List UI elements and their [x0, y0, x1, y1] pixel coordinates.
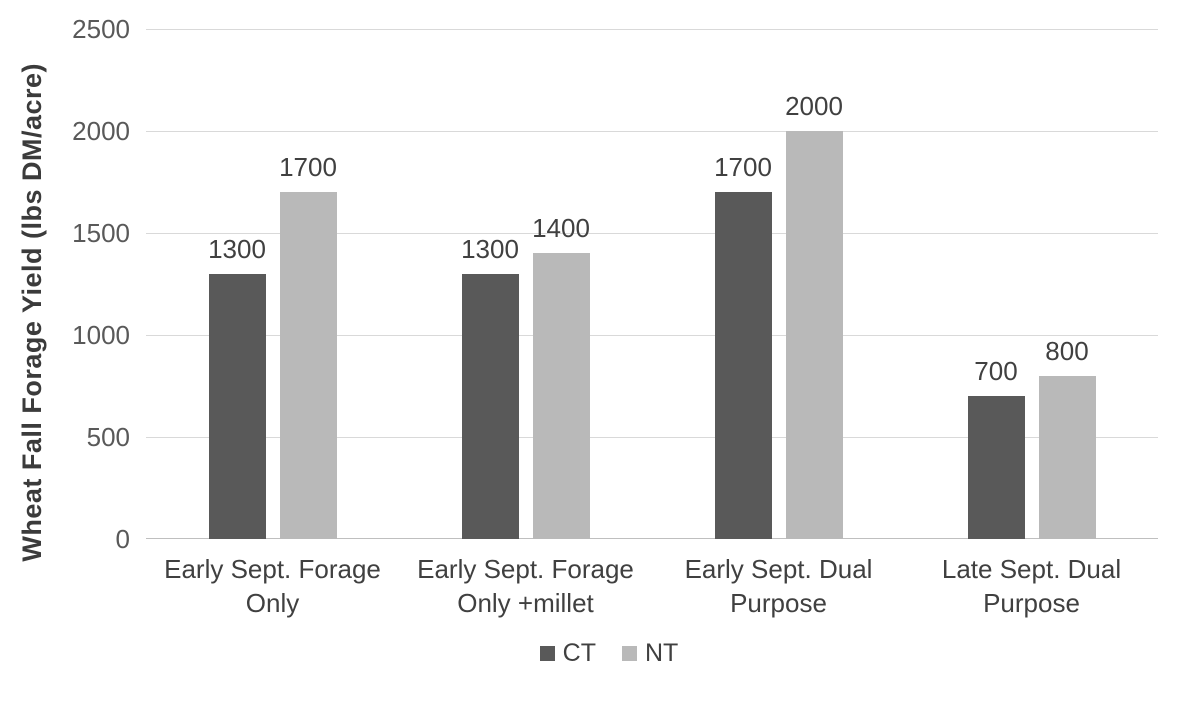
- gridline: [146, 29, 1158, 30]
- bar: 700: [967, 356, 1025, 539]
- category-label: Early Sept. Dual Purpose: [684, 554, 873, 618]
- y-tick-label: 1500: [72, 218, 130, 248]
- bar-group-4: 700 800: [905, 29, 1158, 539]
- legend-swatch-nt: [622, 645, 637, 661]
- gridline: [146, 437, 1158, 438]
- legend-label: CT: [562, 638, 596, 667]
- gridline: [146, 233, 1158, 234]
- bar-nt-group-4: 800: [1038, 29, 1096, 539]
- bar: 1400: [532, 213, 590, 539]
- legend-swatch-ct: [539, 645, 555, 661]
- bar-group-3: 1700 2000: [652, 29, 905, 539]
- bar-ct-group-2: 1300: [461, 29, 519, 539]
- data-label: 2000: [785, 91, 843, 121]
- chart-main-area: 0 500 1000 1500 2000 2500 1300 1700 1300 1400 170…: [54, 14, 1164, 720]
- x-axis-line: [146, 538, 1158, 539]
- bar: 2000: [785, 91, 843, 539]
- bar-ct-group-3: 1700: [714, 29, 772, 539]
- y-tick-label: 0: [115, 524, 130, 554]
- y-tick-label: 2000: [72, 116, 130, 146]
- bar: 1700: [714, 152, 772, 539]
- y-axis-tick-labels: 0 500 1000 1500 2000 2500: [54, 14, 146, 554]
- data-label: 1700: [714, 152, 772, 183]
- data-label: 1400: [532, 213, 590, 244]
- bar-nt-group-1: 1700: [279, 29, 337, 539]
- x-axis-category-labels: Early Sept. Forage Only Early Sept. Forag…: [146, 553, 1158, 621]
- legend-label: NT: [645, 638, 679, 667]
- gridline: [146, 335, 1158, 336]
- legend-item-ct: CT: [539, 638, 596, 668]
- legend-item-nt: NT: [622, 639, 678, 668]
- bar-nt-group-2: 1400: [532, 29, 590, 539]
- bar: 1300: [208, 234, 266, 539]
- category-label: Early Sept. Forage Only: [164, 554, 381, 618]
- data-label: 800: [1045, 335, 1089, 366]
- bar: 1300: [461, 234, 519, 539]
- category-label: Early Sept. Forage Only +millet: [417, 554, 634, 618]
- data-label: 1300: [208, 233, 266, 264]
- bar-ct-group-4: 700: [967, 29, 1025, 539]
- bar-nt-group-3: 2000: [785, 29, 843, 539]
- plot-area: 1300 1700 1300 1400 1700 2000 700 800: [146, 29, 1158, 539]
- gridline: [146, 131, 1158, 132]
- y-tick-label: 500: [86, 422, 130, 452]
- data-label: 1300: [461, 233, 519, 264]
- bar-group-1: 1300 1700: [146, 29, 399, 539]
- bars-layer: 1300 1700 1300 1400 1700 2000 700 800: [146, 29, 1158, 539]
- bar: 1700: [279, 152, 337, 539]
- bar-group-2: 1300 1400: [399, 29, 652, 539]
- y-axis-title-column: Wheat Fall Forage Yield (lbs DM/acre): [10, 14, 54, 610]
- category-label: Late Sept. Dual Purpose: [941, 554, 1122, 618]
- bar: 800: [1038, 336, 1096, 539]
- data-label: 1700: [279, 152, 337, 183]
- y-axis-title: Wheat Fall Forage Yield (lbs DM/acre): [16, 62, 47, 562]
- bar-groups: 1300 1700 1300 1400 1700 2000 700 800: [146, 29, 1158, 539]
- legend: CT NT: [54, 639, 1164, 668]
- y-tick-label: 1000: [72, 320, 130, 350]
- plot-row: 0 500 1000 1500 2000 2500 1300 1700 1300 1400 170…: [54, 14, 1164, 554]
- data-label: 700: [974, 356, 1018, 387]
- bar-ct-group-1: 1300: [208, 29, 266, 539]
- y-tick-label: 2500: [72, 14, 130, 44]
